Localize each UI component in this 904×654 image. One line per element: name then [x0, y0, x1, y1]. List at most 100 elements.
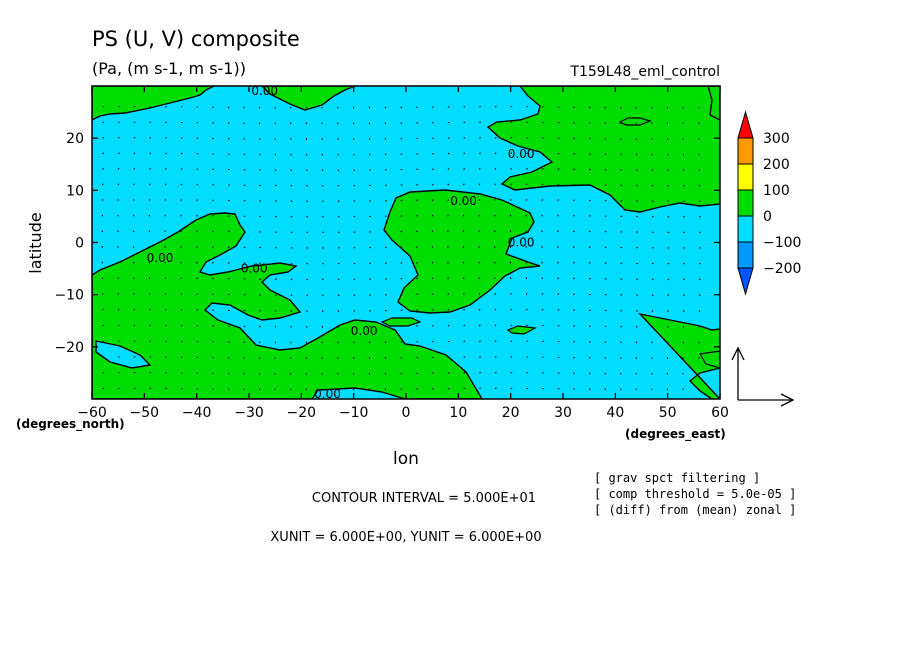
wind-vector [337, 310, 340, 312]
wind-vector [321, 294, 324, 297]
wind-vector [384, 357, 387, 359]
wind-vector [290, 215, 293, 218]
wind-vector [683, 262, 686, 265]
wind-vector [573, 199, 576, 202]
wind-vector [117, 324, 120, 327]
wind-vector [683, 278, 686, 281]
x-tick-label: −20 [287, 405, 317, 421]
contour-label: 0.00 [508, 147, 535, 161]
wind-vector [541, 152, 544, 155]
wind-vector [258, 137, 261, 140]
wind-vector [635, 294, 638, 296]
wind-vector [243, 309, 246, 312]
wind-vector [510, 152, 513, 155]
wind-vector [431, 261, 434, 264]
wind-vector [682, 106, 684, 109]
wind-vector [384, 230, 387, 233]
wind-vector [400, 199, 403, 202]
wind-vector [196, 168, 199, 170]
wind-vector [384, 122, 387, 125]
wind-vector [667, 200, 670, 203]
wind-vector [400, 277, 403, 280]
wind-vector [227, 277, 230, 280]
wind-vector [494, 356, 497, 358]
wind-vector [416, 199, 419, 202]
wind-vector [117, 121, 120, 124]
reference-vector-horizontal-head [780, 393, 795, 407]
wind-vector [588, 199, 591, 202]
wind-vector [463, 152, 466, 155]
wind-vector [353, 309, 356, 312]
wind-vector [682, 184, 685, 187]
wind-vector [431, 293, 434, 296]
wind-vector [416, 372, 419, 375]
wind-vector [620, 309, 623, 312]
wind-vector [227, 122, 230, 125]
reference-vector [731, 346, 795, 407]
wind-vector [494, 167, 497, 170]
wind-vector [525, 183, 528, 186]
wind-vector [306, 215, 309, 218]
wind-vector [259, 325, 261, 328]
wind-vector [479, 136, 481, 139]
wind-vector [588, 341, 591, 343]
wind-vector [541, 183, 544, 186]
wind-vector [698, 278, 701, 281]
positive-region-east-edge [707, 86, 720, 121]
wind-vector [243, 122, 245, 125]
positive-region-west [92, 212, 483, 399]
wind-vector [557, 183, 560, 186]
wind-vector [274, 294, 277, 296]
wind-vector [384, 106, 387, 109]
wind-vector [667, 184, 670, 187]
contour-interval-text: CONTOUR INTERVAL = 5.000E+01 [312, 491, 536, 506]
positive-regions [92, 86, 720, 399]
wind-vector [526, 152, 528, 155]
wind-vector [212, 137, 215, 140]
island-1 [618, 117, 652, 126]
wind-vector [557, 277, 559, 280]
contour-label: 0.00 [147, 251, 174, 265]
wind-vector [243, 388, 245, 391]
wind-vector [196, 293, 199, 296]
wind-vector [400, 106, 403, 109]
wind-vector [447, 152, 450, 155]
contour-label: 0.00 [450, 194, 477, 208]
wind-vector [604, 372, 607, 375]
wind-vector [604, 137, 607, 140]
wind-vector [698, 169, 701, 172]
wind-vector [133, 356, 136, 358]
wind-vector [384, 372, 387, 375]
wind-vector [447, 183, 450, 186]
wind-vector [133, 152, 136, 155]
wind-vector [573, 261, 575, 264]
wind-vector [431, 214, 434, 217]
wind-vector [604, 168, 607, 171]
wind-vector [698, 184, 701, 187]
wind-vector [588, 106, 591, 109]
contour-label: 0.00 [251, 84, 278, 98]
wind-vector [149, 324, 152, 327]
wind-vector [667, 262, 670, 265]
wind-vector [211, 214, 214, 217]
wind-vector [290, 184, 293, 187]
wind-vector [306, 184, 309, 187]
y-tick-label: 0 [75, 236, 84, 252]
x-tick-label: −30 [234, 405, 264, 421]
wind-vector [588, 122, 591, 125]
wind-vector [290, 200, 293, 203]
wind-vector [573, 277, 575, 280]
wind-vector [541, 199, 544, 201]
wind-vector [573, 106, 576, 109]
wind-vector [463, 137, 466, 139]
wind-vector [306, 262, 309, 265]
wind-vector [494, 324, 497, 327]
wind-vector [384, 137, 387, 140]
wind-vector [620, 341, 622, 344]
wind-vector [133, 340, 136, 343]
wind-vector [353, 325, 355, 328]
wind-vector [274, 200, 277, 202]
island-2 [506, 325, 537, 335]
wind-vector [211, 230, 214, 233]
contour-label: 0.00 [314, 387, 341, 401]
